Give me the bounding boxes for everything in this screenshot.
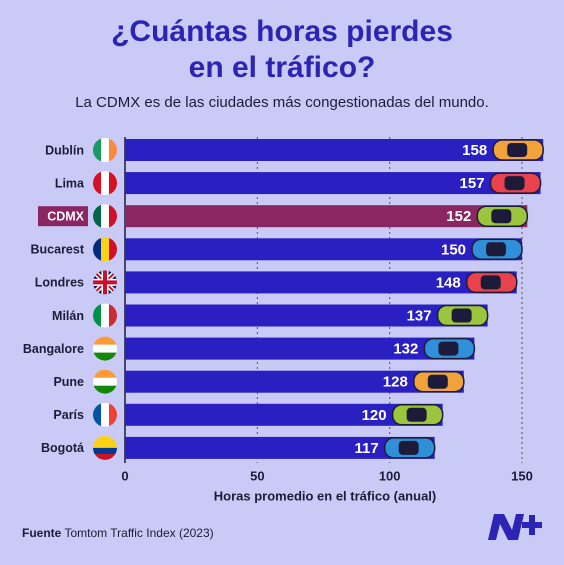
value-label: 137 bbox=[407, 307, 432, 324]
flag-part bbox=[109, 303, 117, 328]
flag bbox=[93, 336, 117, 361]
source: Fuente Tomtom Traffic Index (2023) bbox=[22, 526, 214, 540]
flag bbox=[93, 402, 117, 427]
flag-part bbox=[93, 453, 117, 460]
chart-subtitle: La CDMX es de las ciudades más congestio… bbox=[75, 94, 489, 111]
car-window bbox=[451, 308, 472, 323]
flag-part bbox=[93, 369, 117, 379]
x-tick-label: 50 bbox=[250, 468, 264, 483]
flag bbox=[93, 237, 117, 262]
flag-part bbox=[109, 138, 117, 162]
y-tick-label: París bbox=[53, 408, 84, 422]
value-label: 148 bbox=[436, 274, 461, 291]
bar bbox=[125, 271, 517, 294]
flag-part bbox=[93, 138, 102, 162]
bar bbox=[125, 337, 475, 360]
flag-part bbox=[101, 171, 110, 196]
highlight-label-bg bbox=[38, 206, 88, 227]
value-label: 152 bbox=[446, 208, 471, 225]
y-tick-label: Bogotá bbox=[41, 441, 84, 455]
car-window bbox=[507, 143, 528, 157]
car-window bbox=[427, 374, 448, 389]
flag bbox=[93, 435, 117, 460]
flag-part bbox=[93, 237, 102, 262]
flag-part bbox=[93, 435, 117, 443]
flag-part bbox=[93, 441, 117, 449]
bar bbox=[125, 139, 544, 161]
flag-part bbox=[101, 303, 110, 328]
car-window bbox=[438, 341, 459, 356]
value-label: 132 bbox=[393, 341, 418, 358]
y-tick-label: Bucarest bbox=[31, 243, 85, 257]
flag-part bbox=[101, 138, 110, 162]
flag bbox=[93, 270, 117, 295]
flag bbox=[93, 171, 117, 196]
flag-part bbox=[93, 204, 102, 229]
source-text: Tomtom Traffic Index (2023) bbox=[64, 526, 213, 540]
x-tick-label: 0 bbox=[121, 468, 128, 483]
logo bbox=[488, 514, 542, 540]
flag-part bbox=[109, 204, 117, 229]
flag-part bbox=[93, 303, 102, 328]
y-tick-label: Pune bbox=[53, 375, 84, 389]
y-tick-label: Dublín bbox=[45, 143, 84, 157]
car-window bbox=[480, 275, 501, 290]
y-tick-label: Londres bbox=[35, 276, 84, 290]
value-label: 157 bbox=[460, 175, 485, 192]
y-tick-label: Bangalore bbox=[23, 342, 84, 356]
flag bbox=[93, 369, 117, 394]
flag-part bbox=[93, 352, 117, 361]
value-label: 150 bbox=[441, 241, 466, 258]
car-window bbox=[504, 176, 525, 191]
car-window bbox=[406, 407, 427, 422]
flag-part bbox=[109, 171, 117, 196]
car-window bbox=[398, 440, 419, 455]
x-tick-label: 100 bbox=[379, 468, 401, 483]
y-tick-label: Milán bbox=[52, 309, 84, 323]
value-label: 117 bbox=[354, 440, 378, 457]
bar bbox=[125, 403, 443, 426]
flag-part bbox=[101, 402, 110, 427]
value-label: 120 bbox=[362, 407, 387, 424]
y-tick-label: Lima bbox=[55, 176, 85, 190]
flag-part bbox=[101, 237, 110, 262]
flag-part bbox=[93, 377, 117, 387]
flag-part bbox=[93, 402, 102, 427]
flag-part bbox=[109, 237, 117, 262]
bar bbox=[125, 238, 523, 261]
flag-part bbox=[93, 171, 102, 196]
bar bbox=[125, 172, 541, 195]
car-window bbox=[486, 242, 507, 257]
flag-part bbox=[101, 204, 110, 229]
flag bbox=[93, 138, 117, 162]
flag-part bbox=[93, 447, 117, 455]
x-axis-label: Horas promedio en el tráfico (anual) bbox=[214, 488, 437, 503]
bar bbox=[125, 205, 528, 228]
flag bbox=[93, 204, 117, 229]
bar bbox=[125, 370, 464, 393]
flag-part bbox=[93, 385, 117, 394]
source-label: Fuente bbox=[22, 526, 62, 540]
y-tick-label: CDMX bbox=[47, 209, 84, 223]
flag-part bbox=[93, 344, 117, 354]
flag bbox=[93, 303, 117, 328]
flag-part bbox=[93, 270, 117, 295]
value-label: 158 bbox=[462, 142, 487, 159]
flag-part bbox=[93, 336, 117, 346]
bar bbox=[125, 436, 435, 459]
flag-part bbox=[109, 402, 117, 427]
bar bbox=[125, 304, 488, 327]
chart-title: ¿Cuántas horas pierdes en el tráfico? bbox=[111, 15, 453, 84]
car-window bbox=[491, 209, 512, 224]
x-tick-label: 150 bbox=[511, 468, 533, 483]
value-label: 128 bbox=[383, 374, 408, 391]
